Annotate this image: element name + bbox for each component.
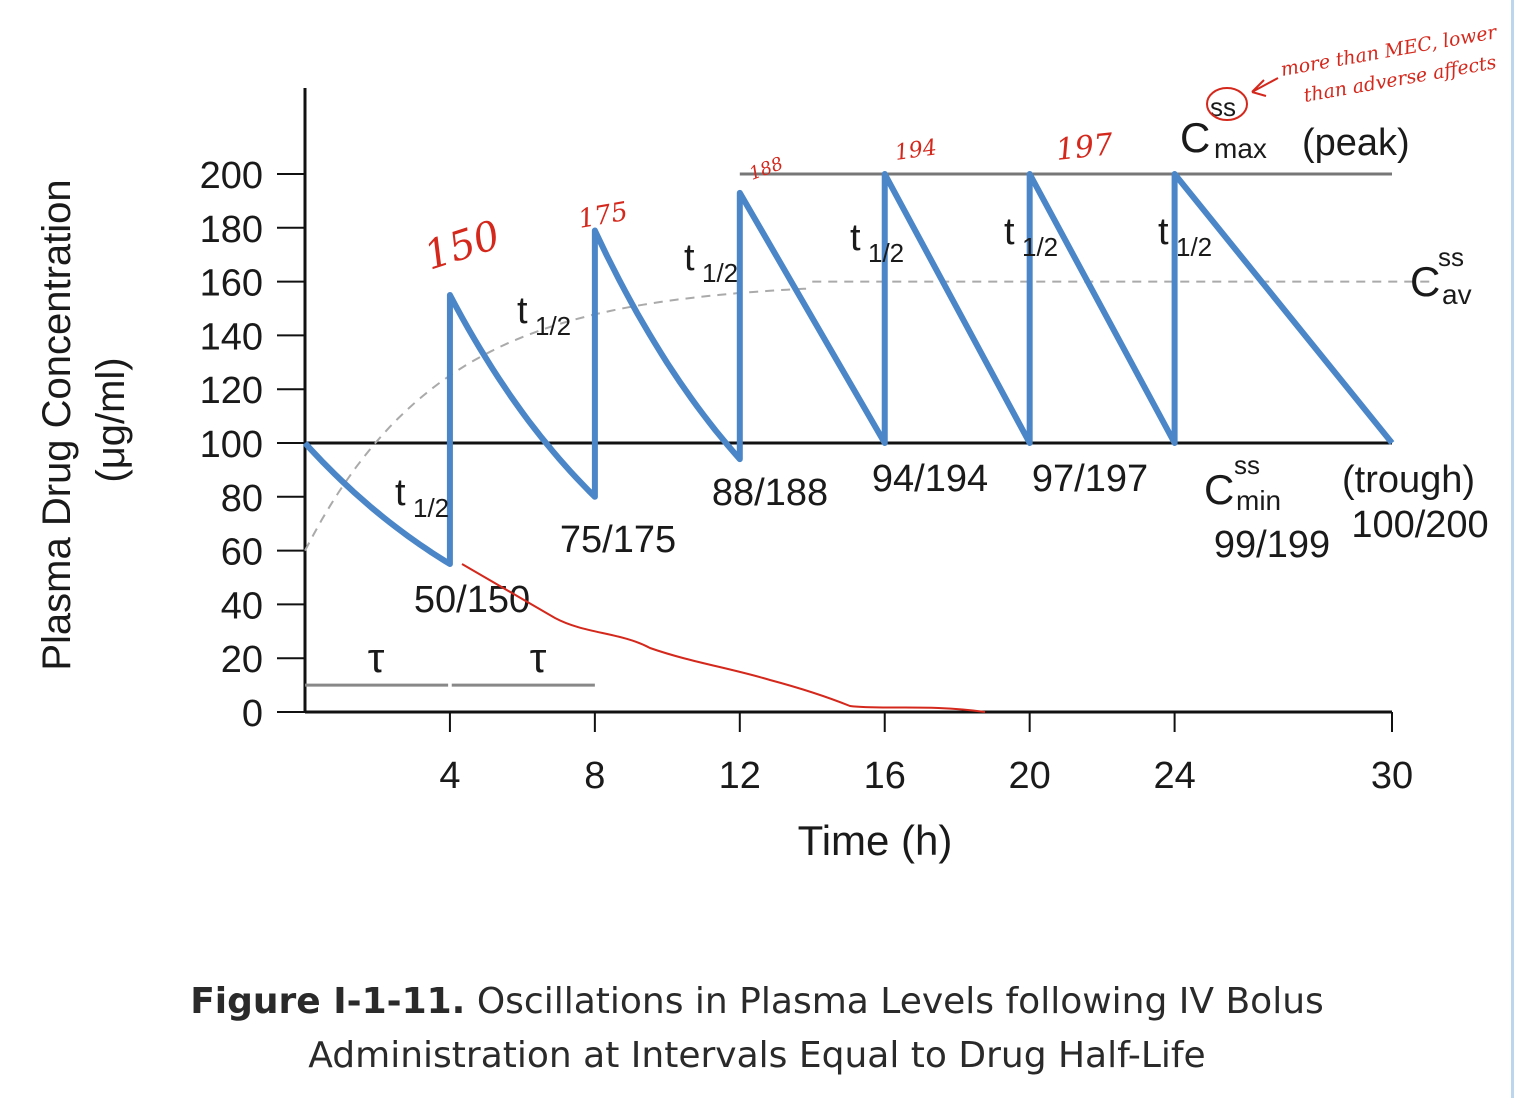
half-life-label: t 1/2 [395, 472, 449, 523]
y-tick-label: 180 [200, 209, 263, 251]
trough-value-label: 97/197 [1032, 458, 1148, 500]
peak-tag: (peak) [1302, 122, 1410, 164]
handwritten-peak-value: 197 [1054, 127, 1116, 168]
handwritten-peak-value: 188 [747, 153, 786, 184]
cav-superscript: ss [1438, 242, 1464, 272]
half-life-subscript: 1/2 [413, 493, 449, 523]
x-axis-ticks: 4 8 12 16 20 24 30 [439, 712, 1413, 797]
handwritten-peak-value: 175 [576, 197, 630, 235]
y-tick-label: 40 [221, 585, 263, 627]
half-life-label: t 1/2 [850, 217, 904, 268]
tau-label: τ [368, 634, 385, 681]
y-tick-label: 200 [200, 155, 263, 197]
cav-symbol: C [1410, 258, 1440, 305]
trough-value-label: 88/188 [712, 472, 828, 514]
cmax-superscript: ss [1210, 92, 1236, 122]
x-tick-label: 30 [1371, 755, 1413, 797]
concentration-series-line [302, 171, 1395, 567]
half-life-label: t 1/2 [517, 290, 571, 341]
y-tick-label: 140 [200, 316, 263, 358]
trough-value-label: 94/194 [872, 458, 988, 500]
x-tick-label: 20 [1009, 755, 1051, 797]
right-edge-strip [1511, 0, 1514, 1098]
half-life-subscript: 1/2 [1022, 232, 1058, 262]
half-life-subscript: 1/2 [702, 258, 738, 288]
average-concentration-curve [304, 287, 813, 552]
handwritten-arrow [1251, 77, 1279, 97]
reference-lines [303, 88, 1436, 714]
half-life-t: t [684, 237, 695, 279]
caption-line2: Administration at Intervals Equal to Dru… [308, 1035, 1206, 1076]
handwritten-peak-value: 194 [893, 135, 938, 166]
half-life-subscript: 1/2 [868, 238, 904, 268]
cmin-superscript: ss [1234, 450, 1260, 480]
caption-line1: Figure I-1-11. Oscillations in Plasma Le… [0, 975, 1514, 1029]
handwritten-decay-line [461, 563, 986, 713]
half-life-t: t [395, 472, 406, 514]
x-tick-label: 16 [864, 755, 906, 797]
trough-value-label: 75/175 [560, 519, 676, 561]
half-life-subscript: 1/2 [535, 311, 571, 341]
cmin-symbol: C [1204, 466, 1234, 513]
trough-tag: (trough) [1342, 459, 1475, 501]
y-axis-ticks: 0 20 40 60 80 100 120 140 160 180 200 [200, 155, 305, 735]
x-tick-label: 4 [439, 755, 460, 797]
caption-figure-number: Figure I-1-11. [190, 981, 466, 1022]
half-life-t: t [1004, 211, 1015, 253]
tau-label: τ [530, 634, 547, 681]
trough-value-label: 50/150 [414, 579, 530, 621]
half-life-label: t 1/2 [684, 237, 738, 288]
cav-subscript: av [1442, 279, 1472, 310]
caption-text-line1: Oscillations in Plasma Levels following … [476, 981, 1324, 1022]
y-tick-label: 80 [221, 478, 263, 520]
y-axis-label-line1: Plasma Drug Concentration [35, 179, 79, 670]
half-life-subscript: 1/2 [1176, 232, 1212, 262]
figure-caption: Figure I-1-11. Oscillations in Plasma Le… [0, 975, 1514, 1083]
trough-value-label: 100/200 [1351, 504, 1488, 546]
half-life-label: t 1/2 [1004, 211, 1058, 262]
x-tick-label: 12 [719, 755, 761, 797]
x-axis-label: Time (h) [798, 817, 953, 864]
y-tick-label: 100 [200, 424, 263, 466]
half-life-t: t [1158, 211, 1169, 253]
y-tick-label: 160 [200, 263, 263, 305]
half-life-t: t [517, 290, 528, 332]
y-tick-label: 0 [242, 693, 263, 735]
cmin-subscript: min [1236, 485, 1281, 516]
y-tick-label: 20 [221, 639, 263, 681]
half-life-label: t 1/2 [1158, 211, 1212, 262]
annotations-layer: t 1/2t 1/2t 1/2t 1/2 t 1/2 t 1/2τ τ50/15075/17588… [368, 92, 1489, 681]
half-life-t: t [850, 217, 861, 259]
series-layer [302, 171, 1395, 567]
y-tick-label: 120 [200, 370, 263, 412]
y-tick-label: 60 [221, 532, 263, 574]
x-tick-label: 24 [1153, 755, 1195, 797]
handwritten-circle [1206, 87, 1248, 121]
trough-value-label: 99/199 [1214, 524, 1330, 566]
x-tick-label: 8 [584, 755, 605, 797]
cmax-symbol: C [1180, 114, 1210, 161]
y-axis-label-line2: (μg/ml) [89, 357, 133, 482]
cmax-subscript: max [1214, 133, 1267, 164]
handwritten-peak-value: 150 [419, 212, 506, 279]
